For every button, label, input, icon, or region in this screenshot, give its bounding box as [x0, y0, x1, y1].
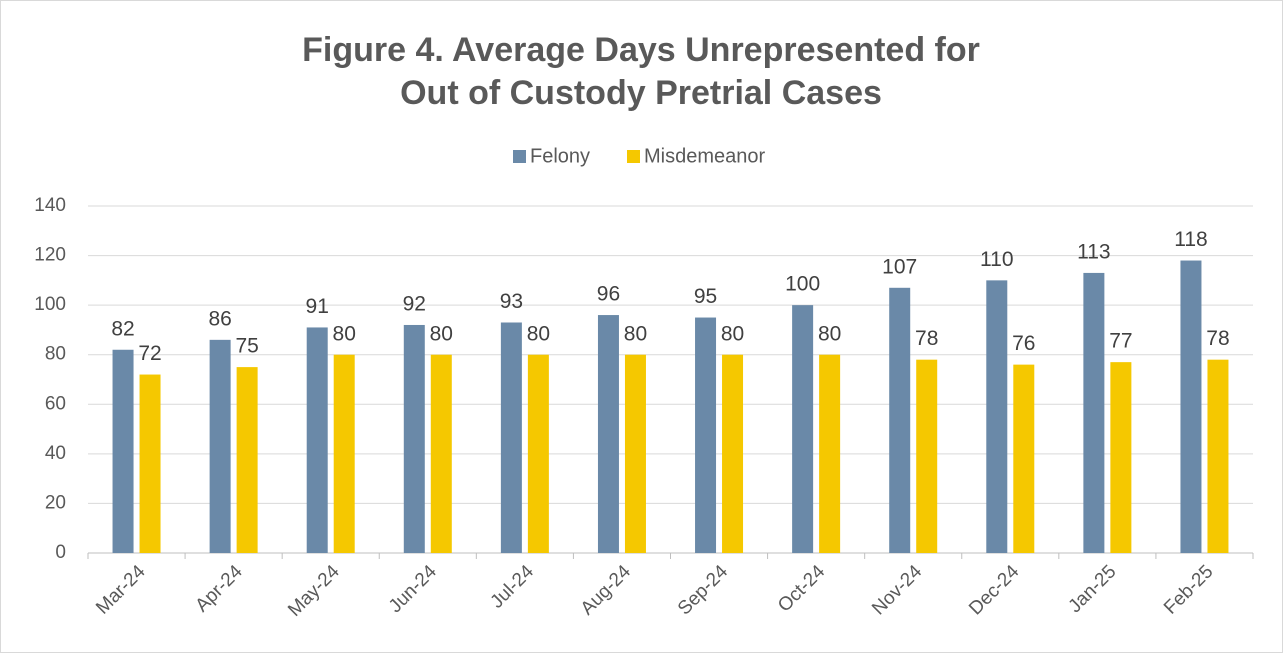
data-label: 72	[138, 342, 161, 365]
y-tick-label: 120	[34, 245, 66, 266]
y-tick-label: 80	[45, 344, 66, 365]
y-tick-label: 20	[45, 492, 66, 513]
data-label: 113	[1077, 240, 1110, 263]
legend-label: Misdemeanor	[644, 145, 766, 167]
bar	[500, 322, 522, 553]
data-label: 82	[111, 317, 134, 340]
y-tick-label: 100	[34, 294, 66, 315]
data-label: 75	[235, 335, 258, 358]
y-tick-label: 140	[34, 195, 66, 216]
bar	[306, 327, 328, 553]
bar	[527, 354, 549, 553]
data-label: 80	[430, 322, 453, 345]
data-label: 118	[1174, 228, 1207, 251]
data-label: 93	[500, 290, 523, 313]
data-label: 100	[785, 273, 820, 296]
bar	[819, 354, 841, 553]
data-label: 107	[882, 255, 917, 278]
data-label: 91	[306, 295, 329, 318]
bar	[916, 359, 938, 553]
bar	[986, 280, 1008, 553]
bar	[792, 305, 814, 553]
bar	[1083, 272, 1105, 553]
bar	[1180, 260, 1202, 553]
data-label: 86	[208, 307, 231, 330]
data-label: 78	[1206, 327, 1229, 350]
bar	[112, 349, 134, 553]
data-label: 77	[1109, 330, 1132, 353]
data-label: 80	[527, 322, 550, 345]
chart-title: Figure 4. Average Days Unrepresented for	[302, 31, 980, 69]
data-label: 110	[980, 248, 1013, 271]
bar	[403, 324, 425, 553]
data-label: 80	[721, 322, 744, 345]
data-label: 96	[597, 283, 620, 306]
data-label: 78	[915, 327, 938, 350]
bar	[430, 354, 452, 553]
chart-title: Out of Custody Pretrial Cases	[400, 74, 882, 112]
bar	[236, 367, 258, 553]
bar	[597, 315, 619, 553]
legend-swatch	[513, 150, 526, 163]
data-label: 80	[624, 322, 647, 345]
bar	[695, 317, 717, 553]
y-tick-label: 0	[55, 542, 66, 563]
bar	[1207, 359, 1229, 553]
bar	[1013, 364, 1035, 553]
bar	[889, 287, 911, 553]
legend-swatch	[627, 150, 640, 163]
data-label: 92	[403, 293, 426, 316]
bar	[139, 374, 161, 553]
bar	[333, 354, 355, 553]
bar	[624, 354, 646, 553]
data-label: 95	[694, 285, 717, 308]
y-tick-label: 40	[45, 443, 66, 464]
data-label: 76	[1012, 332, 1035, 355]
bar	[209, 339, 231, 553]
y-tick-label: 60	[45, 393, 66, 414]
bar	[1110, 362, 1132, 553]
data-label: 80	[818, 322, 841, 345]
bar	[722, 354, 744, 553]
legend-label: Felony	[530, 145, 590, 167]
data-label: 80	[333, 322, 356, 345]
